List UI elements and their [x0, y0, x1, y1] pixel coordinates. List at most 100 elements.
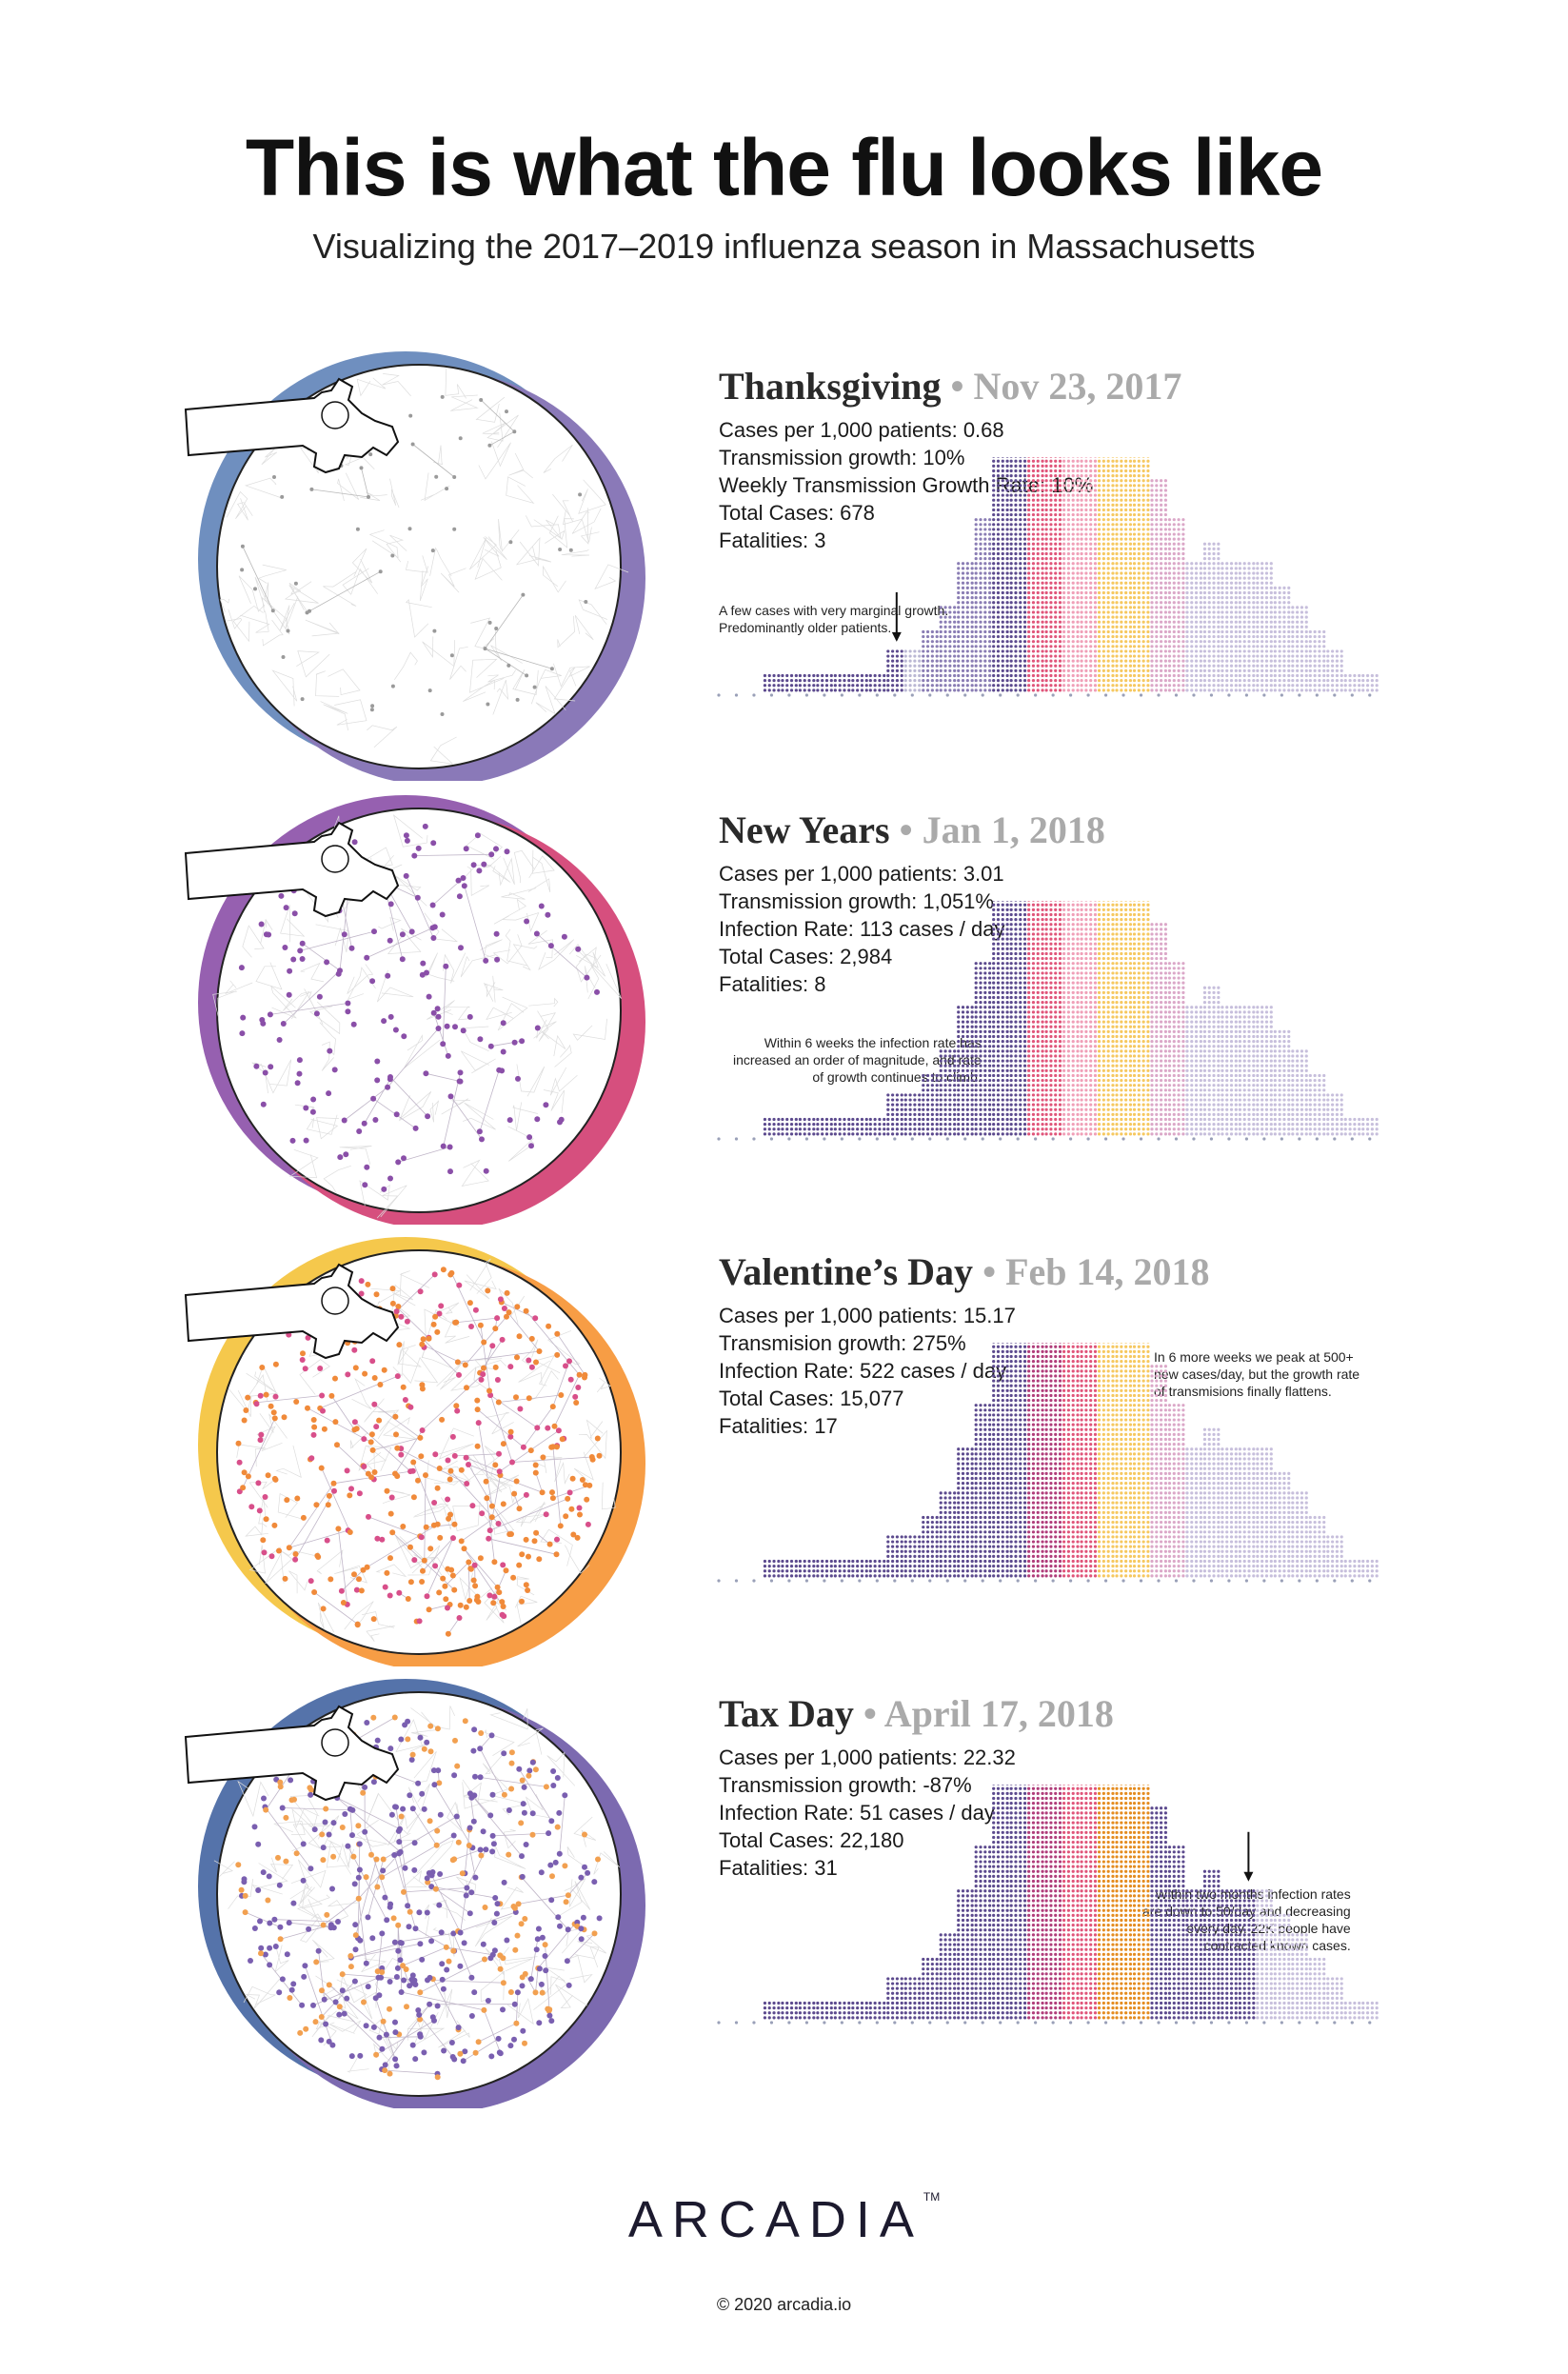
case-dot — [1133, 513, 1136, 516]
case-dot — [988, 688, 991, 691]
case-dot — [953, 630, 956, 633]
case-dot — [1230, 674, 1233, 677]
case-dot — [1120, 528, 1122, 530]
case-dot — [878, 679, 881, 682]
case-dot — [1146, 465, 1149, 468]
case-dot — [1260, 601, 1263, 604]
case-dot — [1019, 571, 1022, 574]
case-dot — [1041, 465, 1043, 468]
case-dot — [1076, 557, 1079, 560]
case-dot — [1181, 538, 1184, 541]
case-dot — [1279, 587, 1281, 589]
case-dot — [1010, 562, 1013, 565]
case-dot — [1054, 649, 1057, 652]
case-dot — [1138, 567, 1141, 569]
case-dot — [1247, 626, 1250, 628]
case-dot — [1260, 610, 1263, 613]
case-dot — [992, 596, 995, 599]
case-dot — [1185, 665, 1188, 668]
case-dot — [1287, 606, 1290, 608]
case-dot — [992, 621, 995, 624]
case-dot — [1098, 513, 1101, 516]
case-dot — [1067, 688, 1070, 691]
case-dot — [1235, 562, 1238, 565]
case-dot — [1062, 679, 1065, 682]
case-dot — [992, 610, 995, 613]
case-dot — [1120, 665, 1122, 668]
case-dot — [1217, 665, 1220, 668]
case-dot — [1032, 606, 1035, 608]
case-dot — [1282, 610, 1285, 613]
case-dot — [1177, 538, 1180, 541]
case-dot — [966, 591, 969, 594]
case-dot — [1107, 601, 1110, 604]
case-dot — [992, 538, 995, 541]
case-dot — [1217, 543, 1220, 546]
case-dot — [1265, 582, 1268, 585]
case-dot — [1014, 523, 1017, 526]
case-dot — [1045, 513, 1048, 516]
case-dot — [1023, 499, 1026, 502]
case-dot — [1027, 606, 1030, 608]
case-dot — [825, 684, 828, 687]
case-dot — [940, 606, 943, 608]
case-dot — [896, 660, 899, 663]
case-dot — [1102, 596, 1105, 599]
case-dot — [983, 665, 986, 668]
case-dot — [1111, 557, 1114, 560]
case-dot — [962, 684, 964, 687]
case-dot — [957, 688, 960, 691]
case-dot — [1080, 684, 1082, 687]
case-dot — [1138, 645, 1141, 648]
case-dot — [1111, 684, 1114, 687]
case-dot — [1014, 504, 1017, 507]
case-dot — [1252, 665, 1255, 668]
network-node — [408, 527, 412, 530]
case-dot — [997, 674, 1000, 677]
case-dot — [1173, 645, 1176, 648]
case-dot — [891, 688, 894, 691]
case-dot — [1291, 660, 1294, 663]
case-dot — [851, 679, 854, 682]
case-dot — [975, 649, 978, 652]
case-dot — [948, 645, 951, 648]
case-dot — [1049, 465, 1052, 468]
case-dot — [1067, 640, 1070, 643]
case-dot — [1235, 669, 1238, 672]
case-dot — [975, 660, 978, 663]
case-dot — [926, 684, 929, 687]
case-dot — [975, 688, 978, 691]
case-dot — [1080, 587, 1082, 589]
case-dot — [1208, 552, 1211, 555]
case-dot — [1067, 493, 1070, 496]
case-dot — [1133, 669, 1136, 672]
case-dot — [1124, 479, 1127, 482]
case-dot — [1221, 669, 1223, 672]
case-dot — [1200, 596, 1202, 599]
case-dot — [1098, 504, 1101, 507]
case-dot — [1190, 640, 1193, 643]
case-dot — [971, 615, 974, 618]
case-dot — [1138, 571, 1141, 574]
case-dot — [979, 654, 982, 657]
case-dot — [1225, 610, 1228, 613]
case-dot — [1120, 640, 1122, 643]
case-dot — [1164, 567, 1167, 569]
case-dot — [1037, 499, 1040, 502]
case-dot — [992, 557, 995, 560]
case-dot — [1032, 610, 1035, 613]
case-dot — [1115, 684, 1118, 687]
case-dot — [799, 688, 802, 691]
case-dot — [918, 669, 921, 672]
case-dot — [1014, 493, 1017, 496]
case-dot — [1185, 669, 1188, 672]
case-dot — [1037, 538, 1040, 541]
case-dot — [1270, 577, 1273, 580]
case-dot — [997, 626, 1000, 628]
baseline-dot — [1210, 693, 1213, 696]
case-dot — [1010, 621, 1013, 624]
case-dot — [1168, 528, 1171, 530]
case-dot — [1296, 649, 1299, 652]
case-dot — [983, 571, 986, 574]
case-dot — [1129, 479, 1132, 482]
